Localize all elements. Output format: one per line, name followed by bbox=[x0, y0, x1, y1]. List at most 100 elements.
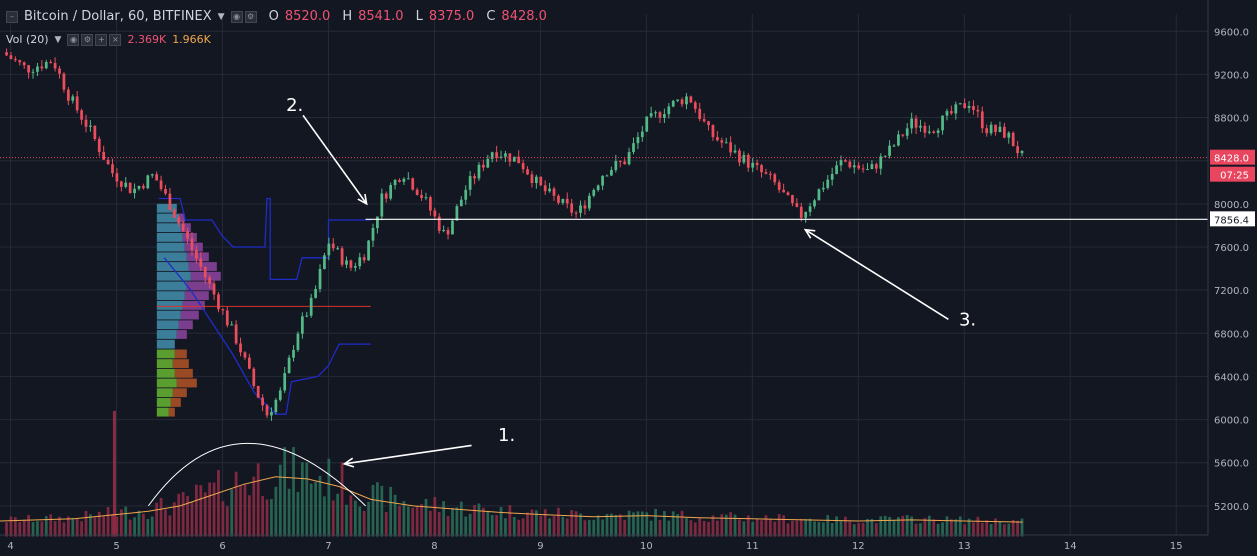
volume-bar bbox=[724, 514, 728, 537]
candle-body bbox=[627, 152, 631, 165]
settings-icon[interactable]: ⚙ bbox=[81, 33, 94, 46]
settings-icon[interactable]: ⚙ bbox=[244, 10, 257, 23]
candle-body bbox=[446, 230, 450, 235]
countdown-label: 07:25 bbox=[1220, 171, 1249, 182]
candle-body bbox=[146, 175, 150, 189]
volume-bar bbox=[601, 519, 604, 537]
candle-body bbox=[799, 206, 803, 218]
candle-body bbox=[323, 255, 326, 270]
volume-bar bbox=[80, 521, 83, 537]
candle-body bbox=[764, 172, 768, 174]
support-price-badge bbox=[1210, 211, 1255, 227]
volume-indicator-label[interactable]: Vol (20) bbox=[6, 33, 49, 46]
volume-profile-bar bbox=[156, 213, 179, 223]
candle-body bbox=[954, 104, 958, 114]
volume-bar bbox=[508, 505, 512, 537]
volume-bar bbox=[773, 521, 777, 537]
volume-bar bbox=[362, 510, 366, 537]
volume-profile-bar bbox=[156, 223, 181, 233]
candle-body bbox=[336, 248, 340, 250]
time-tick-label: 15 bbox=[1170, 541, 1183, 552]
price-tick-label: 6400.0 bbox=[1214, 372, 1249, 383]
volume-bar bbox=[998, 521, 1002, 537]
candle-body bbox=[526, 169, 529, 175]
price-channel bbox=[158, 197, 371, 415]
candle-body bbox=[742, 154, 746, 163]
candle-body bbox=[349, 260, 353, 268]
volume-bar bbox=[844, 516, 847, 537]
volume-bar bbox=[623, 519, 627, 537]
chevron-down-icon[interactable]: ▼ bbox=[217, 11, 225, 22]
candle-body bbox=[318, 269, 322, 289]
volume-profile-bar bbox=[180, 310, 199, 320]
low-label: L bbox=[415, 9, 423, 24]
candle-body bbox=[711, 125, 715, 138]
volume-profile-bar bbox=[182, 300, 205, 310]
candle-body bbox=[358, 257, 362, 267]
volume-bar bbox=[71, 517, 75, 537]
volume-bar bbox=[75, 518, 79, 537]
candle-body bbox=[844, 160, 847, 162]
volume-bar bbox=[950, 519, 953, 537]
candle-body bbox=[919, 125, 922, 128]
price-tick-label: 7600.0 bbox=[1214, 243, 1249, 254]
candle-body bbox=[243, 352, 247, 358]
candle-body bbox=[424, 197, 428, 199]
volume-bar bbox=[654, 508, 657, 537]
candle-body bbox=[40, 66, 44, 69]
price-tick-label: 9200.0 bbox=[1214, 70, 1249, 81]
volume-profile-bar bbox=[156, 339, 175, 349]
candle-body bbox=[618, 161, 622, 163]
candle-body bbox=[685, 96, 688, 105]
collapse-icon[interactable]: – bbox=[6, 10, 18, 23]
chevron-down-icon[interactable]: ▼ bbox=[54, 34, 62, 45]
candle-body bbox=[106, 159, 110, 165]
candle-body bbox=[605, 175, 609, 177]
volume-profile-bar bbox=[176, 330, 187, 339]
symbol-title[interactable]: Bitcoin / Dollar, 60, BITFINEX bbox=[24, 9, 212, 24]
candle-body bbox=[181, 223, 185, 232]
candle-body bbox=[159, 180, 163, 189]
candle-body bbox=[941, 115, 944, 131]
volume-bar bbox=[380, 485, 384, 537]
volume-bar bbox=[327, 458, 331, 537]
eye-icon[interactable]: ◉ bbox=[67, 33, 80, 46]
candle-body bbox=[557, 195, 560, 203]
volume-profile-bar bbox=[178, 320, 193, 330]
volume-bar bbox=[517, 519, 521, 537]
open-value: 8520.0 bbox=[284, 9, 331, 24]
volume-bar bbox=[309, 483, 313, 537]
volume-bar bbox=[393, 494, 397, 537]
candle-body bbox=[998, 126, 1002, 132]
volume-bar bbox=[283, 447, 287, 537]
volume-bar bbox=[866, 518, 869, 537]
volume-bar bbox=[671, 511, 675, 537]
high-label: H bbox=[342, 9, 353, 24]
close-icon[interactable]: × bbox=[109, 33, 122, 46]
plus-icon[interactable]: + bbox=[95, 33, 108, 46]
chart-header: – Bitcoin / Dollar, 60, BITFINEX ▼ ◉ ⚙ O… bbox=[0, 0, 900, 46]
volume-bar bbox=[66, 516, 70, 537]
candle-body bbox=[482, 164, 485, 168]
volume-bar bbox=[5, 522, 8, 537]
volume-bar bbox=[265, 499, 269, 537]
volume-bar bbox=[552, 516, 556, 537]
symbol-row: – Bitcoin / Dollar, 60, BITFINEX ▼ ◉ ⚙ O… bbox=[6, 9, 547, 24]
candle-body bbox=[517, 156, 521, 164]
eye-icon[interactable]: ◉ bbox=[230, 10, 243, 23]
candle-body bbox=[150, 174, 154, 176]
volume-bar bbox=[570, 510, 574, 537]
candle-body bbox=[58, 68, 61, 74]
candle-body bbox=[733, 150, 737, 153]
candle-body bbox=[751, 162, 755, 168]
volume-bar bbox=[821, 522, 825, 537]
candle-body bbox=[760, 165, 763, 173]
time-tick-label: 4 bbox=[7, 541, 13, 552]
volume-bar bbox=[115, 516, 119, 537]
volume-bar bbox=[534, 510, 538, 537]
candle-body bbox=[283, 373, 287, 391]
candle-body bbox=[534, 176, 538, 183]
candle-body bbox=[195, 250, 198, 259]
volume-bar bbox=[614, 514, 618, 537]
